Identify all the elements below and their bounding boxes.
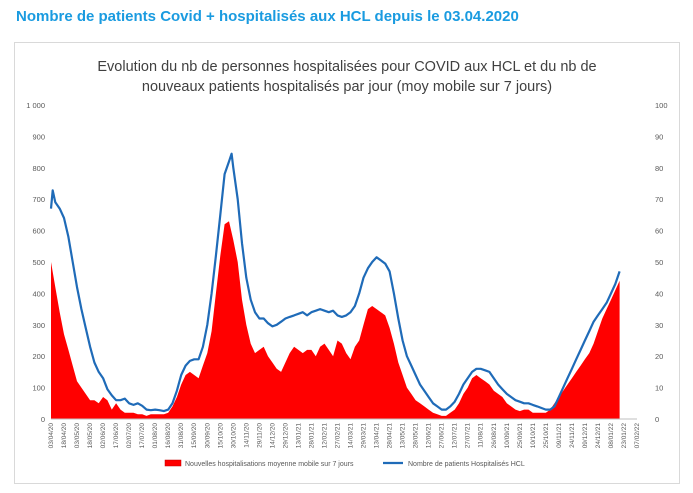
x-axis: 03/04/20 18/04/20 03/05/20 18/05/20 02/06/20… (48, 418, 641, 449)
left-y-tick-label: 500 (32, 258, 45, 267)
x-tick-label: 16/08/20 (165, 423, 172, 449)
x-tick-label: 14/12/20 (269, 423, 276, 449)
left-y-tick-label: 400 (32, 289, 45, 298)
x-tick-label: 13/04/21 (374, 423, 381, 449)
x-tick-label: 27/07/21 (465, 423, 472, 449)
x-tick-label: 17/07/20 (139, 423, 146, 449)
x-tick-label: 12/02/21 (322, 423, 329, 449)
x-tick-label: 02/06/20 (100, 423, 107, 449)
x-tick-label: 11/08/21 (478, 423, 485, 448)
x-tick-label: 24/12/21 (595, 423, 602, 449)
right-y-tick-label: 90 (655, 132, 663, 141)
x-tick-label: 14/11/20 (243, 423, 250, 448)
x-tick-label: 27/06/21 (439, 423, 446, 449)
left-y-tick-label: 1 000 (26, 101, 45, 110)
left-y-tick-label: 300 (32, 321, 45, 330)
left-y-tick-label: 900 (32, 132, 45, 141)
x-tick-label: 30/10/20 (230, 423, 237, 449)
legend-swatch-new-hospitalisations (164, 459, 182, 467)
new-hospitalisations-area (51, 221, 620, 419)
x-tick-label: 12/07/21 (452, 423, 459, 449)
x-tick-label: 29/11/20 (256, 423, 263, 448)
right-y-tick-label: 30 (655, 321, 663, 330)
right-y-tick-label: 10 (655, 384, 663, 393)
right-y-tick-label: 100 (655, 101, 668, 110)
x-tick-label: 08/01/22 (608, 423, 615, 449)
x-tick-label: 02/07/20 (126, 423, 133, 449)
x-tick-label: 29/03/21 (361, 423, 368, 449)
right-y-tick-label: 0 (655, 415, 659, 424)
left-y-tick-label: 100 (32, 384, 45, 393)
legend: Nouvelles hospitalisations moyenne mobil… (164, 459, 525, 468)
x-tick-label: 15/09/20 (191, 423, 198, 449)
x-tick-label: 25/09/21 (517, 423, 524, 449)
x-tick-label: 17/06/20 (113, 423, 120, 449)
x-tick-label: 29/12/20 (282, 423, 289, 449)
chart-svg: Evolution du nb de personnes hospitalisé… (26, 59, 668, 468)
x-tick-label: 18/05/20 (87, 423, 94, 449)
left-y-tick-label: 700 (32, 195, 45, 204)
chart-title-line: nouveaux patients hospitalisés par jour … (142, 79, 552, 95)
x-tick-label: 27/02/21 (335, 423, 342, 449)
right-y-tick-label: 70 (655, 195, 663, 204)
x-tick-label: 28/01/21 (308, 423, 315, 449)
left-y-tick-label: 800 (32, 164, 45, 173)
x-tick-label: 26/08/21 (491, 423, 498, 449)
x-tick-label: 25/10/21 (543, 423, 550, 449)
x-tick-label: 07/02/22 (634, 423, 641, 449)
page-header: Nombre de patients Covid + hospitalisés … (16, 8, 519, 25)
right-y-tick-label: 50 (655, 258, 663, 267)
x-tick-label: 31/08/20 (178, 423, 185, 449)
x-tick-label: 18/04/20 (61, 423, 68, 449)
x-tick-label: 10/09/21 (504, 423, 511, 449)
right-y-tick-label: 60 (655, 227, 663, 236)
x-tick-label: 28/05/21 (413, 423, 420, 449)
left-y-tick-label: 200 (32, 352, 45, 361)
chart-title: Evolution du nb de personnes hospitalisé… (97, 59, 596, 95)
x-tick-label: 10/10/21 (530, 423, 537, 449)
x-tick-label: 28/04/21 (387, 423, 394, 449)
chart-panel: Evolution du nb de personnes hospitalisé… (14, 42, 680, 484)
x-tick-label: 15/10/20 (217, 423, 224, 449)
x-tick-label: 01/08/20 (152, 423, 159, 449)
x-tick-label: 09/11/21 (556, 423, 563, 448)
left-y-tick-label: 0 (41, 415, 45, 424)
x-tick-label: 13/01/21 (295, 423, 302, 449)
x-tick-label: 03/04/20 (48, 423, 55, 449)
right-y-tick-label: 40 (655, 289, 663, 298)
right-y-tick-label: 20 (655, 352, 663, 361)
x-tick-label: 14/03/21 (348, 423, 355, 449)
x-tick-label: 30/09/20 (204, 423, 211, 449)
legend-label-hospitalised-patients: Nombre de patients Hospitalisés HCL (408, 461, 525, 468)
x-tick-label: 23/01/22 (621, 423, 628, 449)
x-tick-label: 12/06/21 (426, 423, 433, 449)
chart-title-line: Evolution du nb de personnes hospitalisé… (97, 59, 596, 75)
new-hospitalisations-series (51, 221, 620, 419)
x-tick-label: 09/12/21 (582, 423, 589, 449)
left-y-axis: 0 100 200 300 400 500 600 700 800 900 1 000 (26, 101, 45, 424)
legend-label-new-hospitalisations: Nouvelles hospitalisations moyenne mobil… (185, 461, 354, 468)
x-tick-label: 24/11/21 (569, 423, 576, 448)
x-tick-label: 13/05/21 (400, 423, 407, 449)
right-y-tick-label: 80 (655, 164, 663, 173)
hospitalised-patients-series (49, 152, 621, 413)
right-y-axis: 0 10 20 30 40 50 60 70 80 90 100 (655, 101, 668, 424)
x-tick-label: 03/05/20 (74, 423, 81, 449)
left-y-tick-label: 600 (32, 227, 45, 236)
hospitalised-patients-line (49, 152, 621, 413)
